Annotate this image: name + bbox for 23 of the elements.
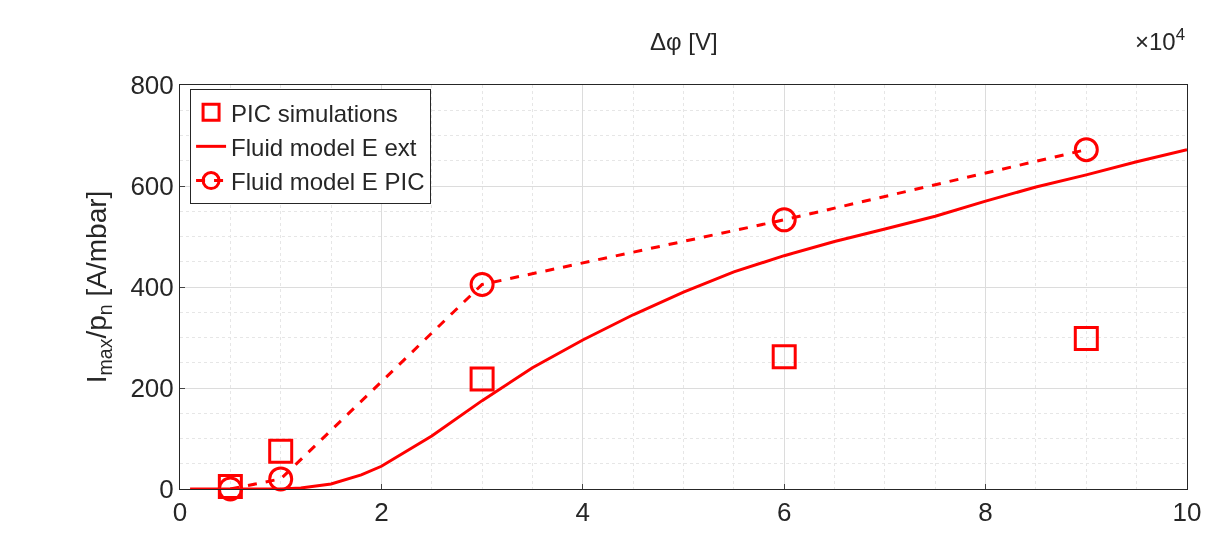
point <box>771 344 797 370</box>
legend-label: Fluid model E ext <box>231 133 417 161</box>
x-tick-label: 2 <box>374 497 389 528</box>
y-tick-label: 400 <box>130 272 174 303</box>
point <box>268 466 294 492</box>
x-tick-label: 4 <box>575 497 591 528</box>
x-tick-label: 10 <box>1172 497 1202 528</box>
y-tick-label: 200 <box>130 373 174 404</box>
x-tick-label: 8 <box>978 497 993 528</box>
point <box>469 271 495 297</box>
y-tick-label: 0 <box>159 474 174 505</box>
text: Δφ [V] <box>650 28 718 55</box>
x-tick-label: 6 <box>776 497 792 528</box>
point <box>771 207 797 233</box>
legend-label: PIC simulations <box>231 99 398 127</box>
point <box>1073 326 1099 352</box>
text: ×10$^{4}$ <box>1135 25 1186 56</box>
y-tick-label: 600 <box>130 171 174 202</box>
point <box>268 438 294 464</box>
point <box>1073 137 1099 163</box>
y-tick-label: 800 <box>130 70 174 101</box>
legend-label: Fluid model E PIC <box>231 167 425 195</box>
point <box>469 366 495 392</box>
